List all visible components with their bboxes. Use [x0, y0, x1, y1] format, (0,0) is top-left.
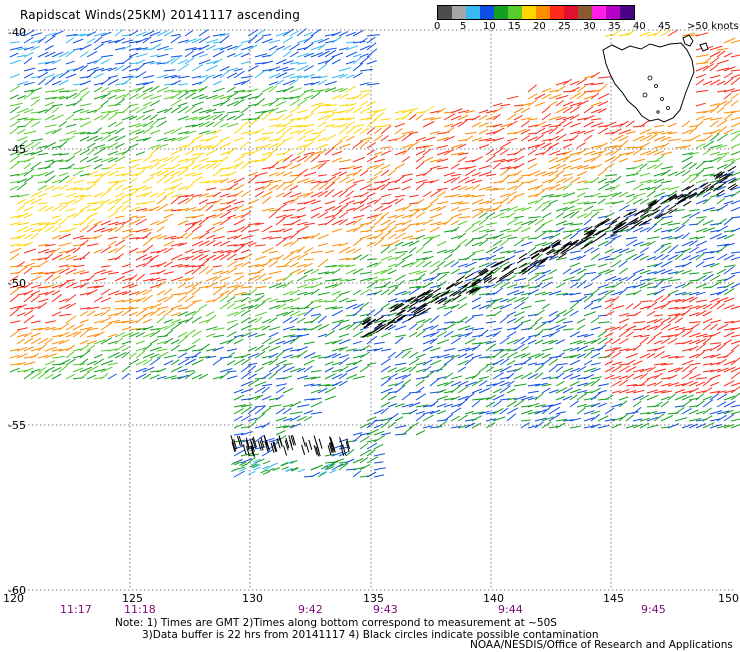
time-label: 9:45 — [641, 603, 666, 616]
footnote-line-1: Note: 1) Times are GMT 2)Times along bot… — [115, 617, 557, 629]
lat-label: -50 — [8, 277, 26, 290]
wind-speed-legend: 0 5 10 15 20 25 30 35 40 45 >50 knots — [434, 5, 739, 34]
legend-label: 5 — [460, 21, 467, 32]
legend-swatch — [564, 6, 578, 19]
legend-color-bar — [437, 5, 635, 20]
legend-label: >50 knots — [687, 21, 739, 32]
legend-label: 30 — [583, 21, 596, 32]
time-label: 11:17 — [60, 603, 92, 616]
lon-label: 120 — [3, 592, 24, 605]
legend-swatch — [452, 6, 466, 19]
lat-label: -45 — [8, 143, 26, 156]
lon-label: 145 — [603, 592, 624, 605]
legend-swatch — [522, 6, 536, 19]
lat-lon-grid — [8, 29, 733, 591]
legend-swatch — [508, 6, 522, 19]
legend-label: 20 — [533, 21, 546, 32]
lat-label: -60 — [8, 584, 26, 597]
lat-label: -55 — [8, 419, 26, 432]
legend-swatch — [620, 6, 634, 19]
map-title: Rapidscat Winds(25KM) 20141117 ascending — [20, 8, 301, 22]
time-label: 9:43 — [373, 603, 398, 616]
lon-label: 135 — [363, 592, 384, 605]
legend-label: 40 — [633, 21, 646, 32]
tasmania-land — [602, 34, 709, 123]
lat-label: -40 — [8, 26, 26, 39]
lon-label: 150 — [718, 592, 739, 605]
legend-labels: 0 5 10 15 20 25 30 35 40 45 >50 knots — [434, 20, 739, 34]
footnote-line-2: 3)Data buffer is 22 hrs from 20141117 4)… — [142, 629, 599, 641]
time-label: 9:44 — [498, 603, 523, 616]
legend-label: 25 — [558, 21, 571, 32]
wind-barbs-layer — [9, 28, 740, 478]
legend-swatch — [466, 6, 480, 19]
time-label: 9:42 — [298, 603, 323, 616]
footnote-credit: NOAA/NESDIS/Office of Research and Appli… — [470, 639, 733, 651]
legend-swatch — [606, 6, 620, 19]
legend-label: 0 — [434, 21, 441, 32]
legend-label: 10 — [483, 21, 496, 32]
legend-swatch — [578, 6, 592, 19]
legend-swatch — [480, 6, 494, 19]
lon-label: 125 — [122, 592, 143, 605]
legend-swatch — [536, 6, 550, 19]
legend-label: 15 — [508, 21, 521, 32]
legend-swatch — [550, 6, 564, 19]
legend-swatch — [494, 6, 508, 19]
legend-label: 35 — [608, 21, 621, 32]
land-lakes — [642, 75, 670, 114]
legend-swatch — [438, 6, 452, 19]
legend-label: 45 — [658, 21, 671, 32]
lon-label: 130 — [242, 592, 263, 605]
legend-swatch — [592, 6, 606, 19]
lon-label: 140 — [483, 592, 504, 605]
time-label: 11:18 — [124, 603, 156, 616]
